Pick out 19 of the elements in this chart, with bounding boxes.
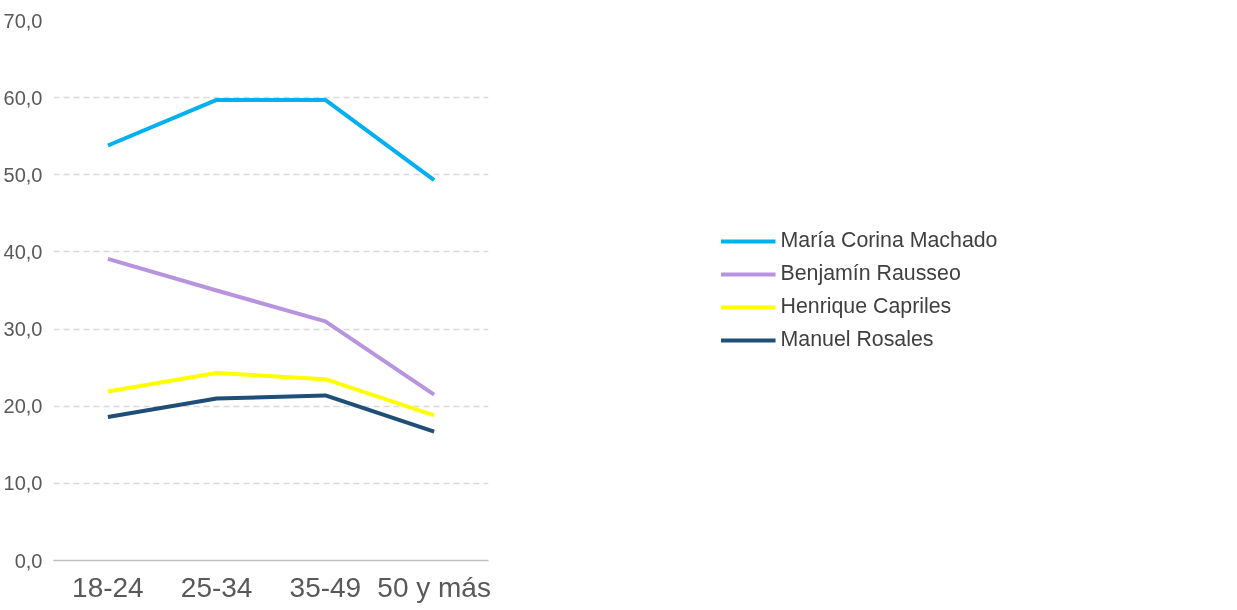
line-series <box>105 393 437 434</box>
x-tick-label: 35-49 <box>289 571 362 603</box>
x-tick-label: 50 y más <box>377 571 491 603</box>
y-tick-label: 30,0 <box>3 318 43 341</box>
y-tick-label: 50,0 <box>3 163 43 186</box>
line-series <box>105 371 437 418</box>
legend-label: Henrique Capriles <box>780 294 952 319</box>
x-tick-label: 18-24 <box>72 571 144 603</box>
y-tick-label: 60,0 <box>3 86 43 109</box>
y-tick-label: 70,0 <box>3 9 43 32</box>
y-tick-label: 40,0 <box>3 240 43 263</box>
x-tick-label: 25-34 <box>180 571 253 603</box>
line-series <box>105 256 437 397</box>
y-tick-label: 20,0 <box>3 395 43 418</box>
y-tick-label: 10,0 <box>3 472 43 495</box>
y-tick-label: 0,0 <box>14 549 43 572</box>
legend-label: Benjamín Rausseo <box>780 261 961 286</box>
legend-label: María Corina Machado <box>780 228 998 253</box>
legend-label: Manuel Rosales <box>780 327 934 352</box>
